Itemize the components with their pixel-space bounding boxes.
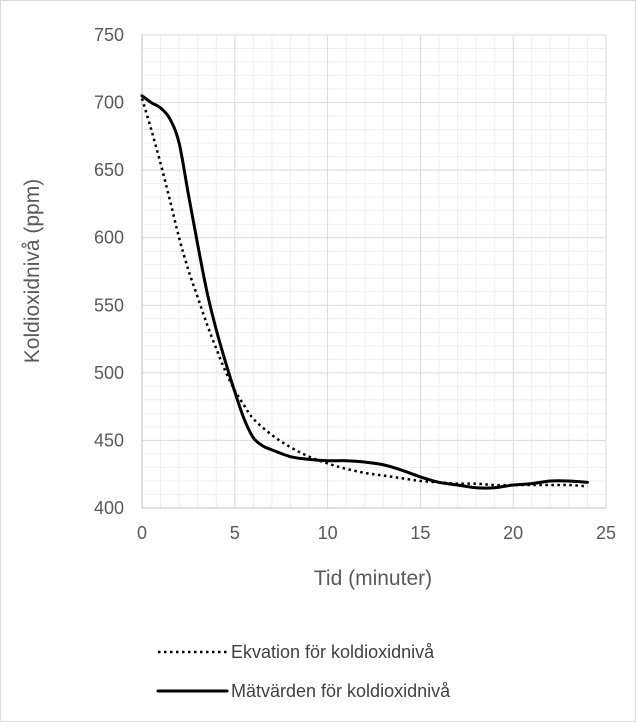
- y-tick-label: 550: [94, 295, 124, 315]
- y-axis-title: Koldioxidnivå (ppm): [21, 179, 44, 363]
- legend-label: Ekvation för koldioxidnivå: [231, 642, 435, 662]
- series-line-1: [140, 98, 588, 488]
- y-axis-tick-labels: 400 450 500 550 600 650 700 750: [94, 25, 124, 518]
- x-axis-tick-labels: 0 5 10 15 20 25: [137, 523, 616, 543]
- y-tick-label: 450: [94, 430, 124, 450]
- major-gridlines: [142, 34, 607, 508]
- y-tick-label: 700: [94, 93, 124, 113]
- y-tick-label: 600: [94, 228, 124, 248]
- x-tick-label: 0: [137, 523, 147, 543]
- x-tick-label: 25: [596, 523, 616, 543]
- y-tick-label: 750: [94, 25, 124, 45]
- legend: Ekvation för koldioxidnivå Mätvärden för …: [156, 642, 451, 701]
- legend-item-1: Ekvation för koldioxidnivå: [158, 642, 435, 662]
- legend-item-2: Mätvärden för koldioxidnivå: [156, 681, 451, 701]
- y-tick-label: 400: [94, 498, 124, 518]
- x-tick-label: 20: [503, 523, 523, 543]
- x-tick-label: 5: [230, 523, 240, 543]
- legend-label: Mätvärden för koldioxidnivå: [231, 681, 451, 701]
- y-tick-label: 650: [94, 160, 124, 180]
- series-lines: [140, 94, 589, 490]
- y-tick-label: 500: [94, 363, 124, 383]
- series-line-2: [140, 94, 589, 490]
- x-tick-label: 10: [318, 523, 338, 543]
- axis-lines: [141, 35, 606, 509]
- x-tick-label: 15: [410, 523, 430, 543]
- minor-gridlines: [142, 35, 606, 508]
- x-axis-title: Tid (minuter): [314, 567, 432, 590]
